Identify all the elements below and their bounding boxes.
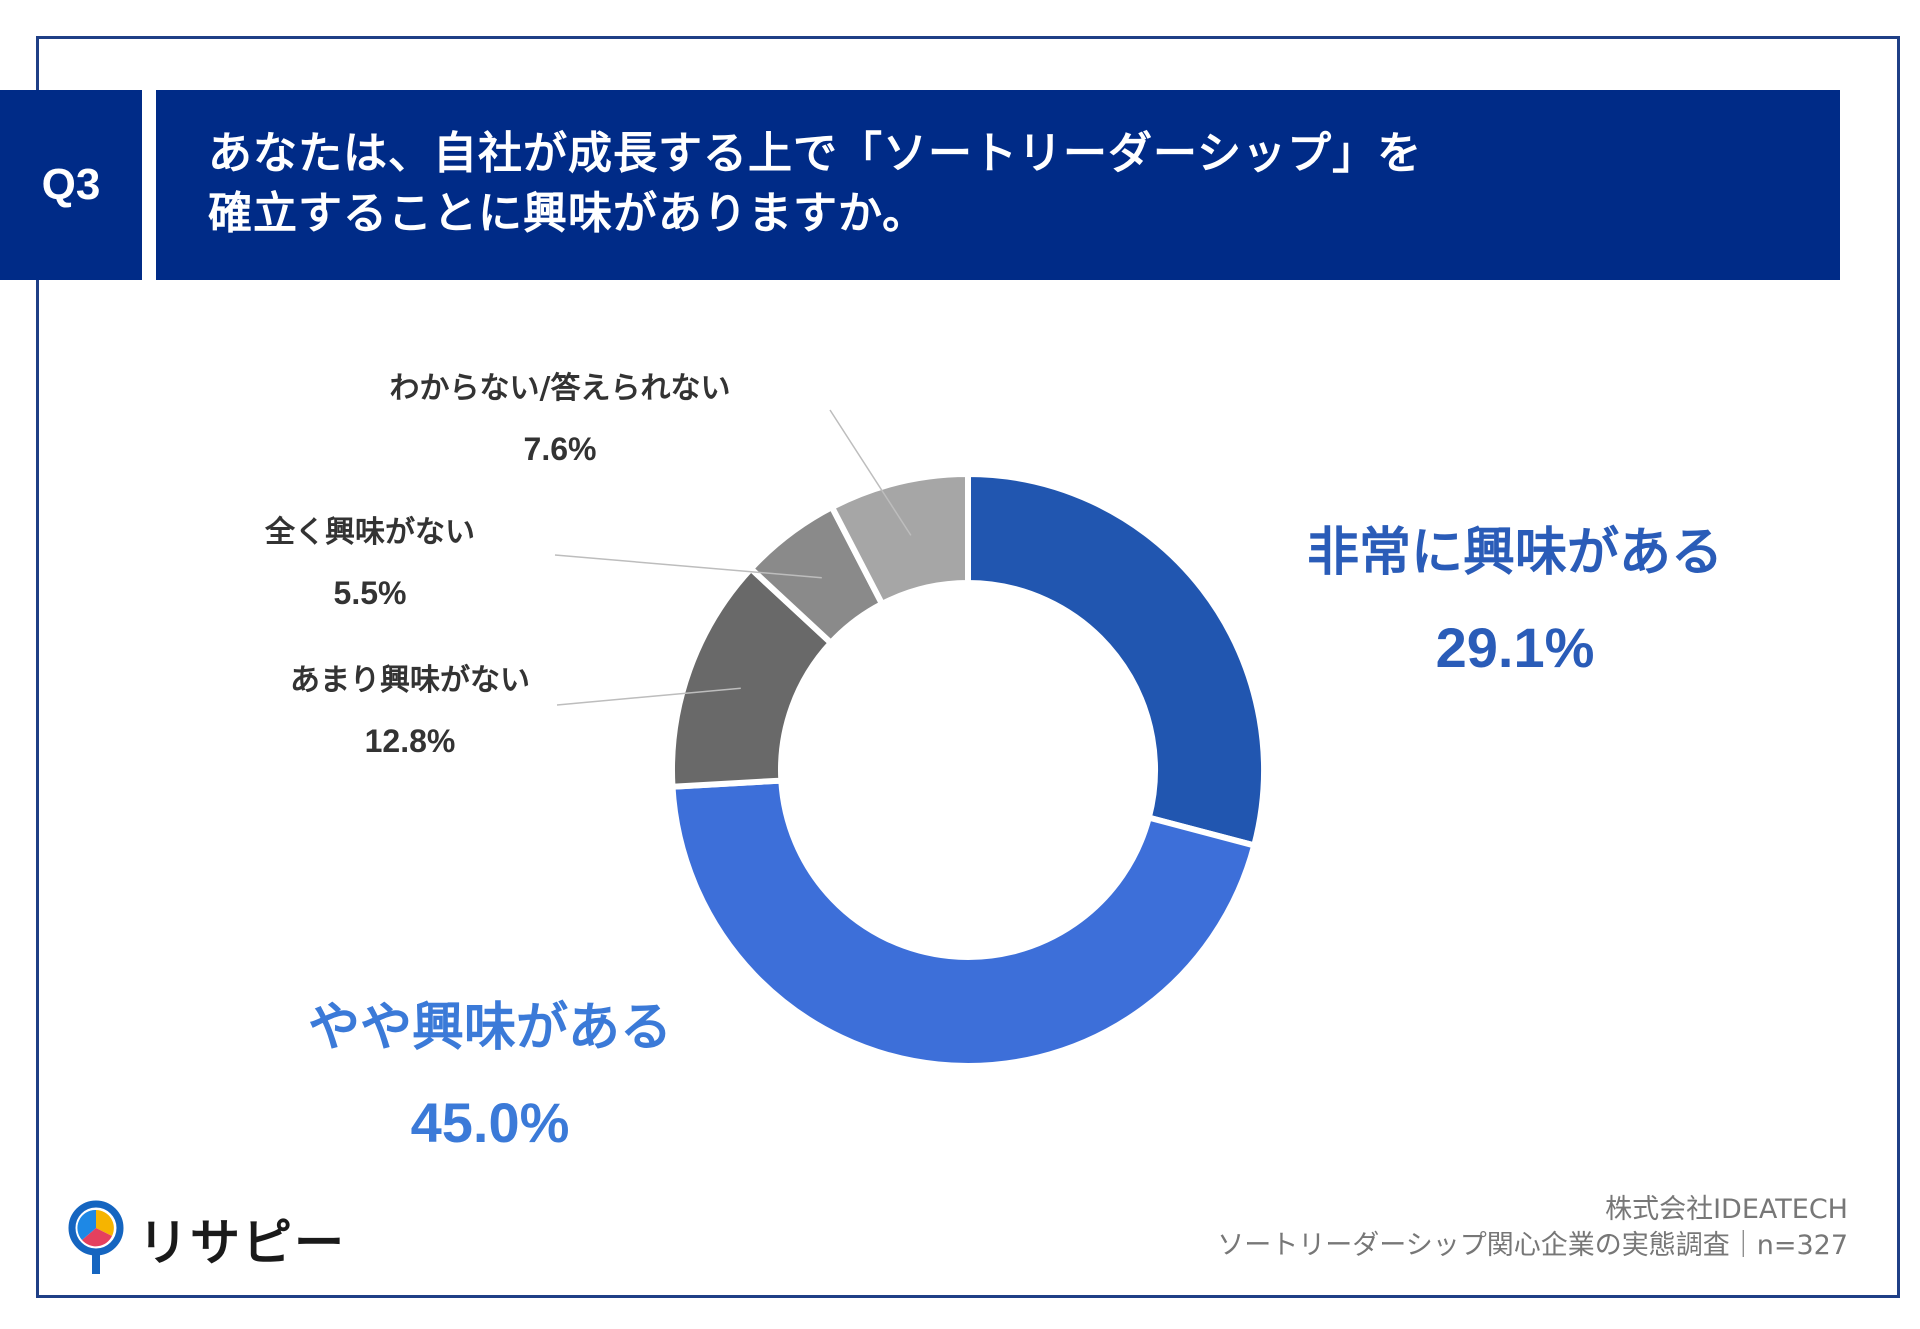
question-title-line-1: あなたは、自社が成長する上で「ソートリーダーシップ」を <box>208 128 1423 179</box>
source-note: 株式会社IDEATECH ソートリーダーシップ関心企業の実態調査｜n=327 <box>1217 1192 1848 1264</box>
slice-value-not-very-interested: 12.8% <box>364 723 456 759</box>
leader-line-dont-know <box>829 409 912 536</box>
question-title-bar: あなたは、自社が成長する上で「ソートリーダーシップ」を 確立することに興味があり… <box>156 90 1840 280</box>
slice-value-very-interested: 29.1% <box>1435 616 1595 679</box>
slice-dont-know <box>827 470 971 608</box>
slice-category-not-very-interested: あまり興味がない <box>290 663 530 698</box>
slice-category-somewhat-interested: やや興味がある <box>307 998 672 1058</box>
slice-somewhat-interested <box>669 777 1258 1069</box>
question-badge: Q3 <box>0 90 142 280</box>
leader-line-not-very-interested <box>556 687 741 706</box>
brand-logo: リサピー <box>68 1200 346 1278</box>
leader-line-not-interested <box>554 554 822 579</box>
slice-value-not-interested: 5.5% <box>333 575 407 611</box>
question-title-line-2: 確立することに興味がありますか。 <box>208 188 928 239</box>
slice-category-dont-know: わからない/答えられない <box>389 371 731 406</box>
slice-very-interested <box>965 470 1267 850</box>
slice-value-dont-know: 7.6% <box>523 431 597 467</box>
brand-logo-text: リサピー <box>138 1214 346 1272</box>
slice-value-somewhat-interested: 45.0% <box>410 1091 570 1154</box>
slice-label-somewhat-interested: やや興味がある 45.0% <box>240 985 740 1155</box>
slice-label-dont-know: わからない/答えられない 7.6% <box>340 363 780 468</box>
source-survey: ソートリーダーシップ関心企業の実態調査｜n=327 <box>1217 1230 1848 1261</box>
figure-frame <box>36 36 1900 1298</box>
slice-label-not-interested: 全く興味がない 5.5% <box>220 507 520 612</box>
slice-label-very-interested: 非常に興味がある 29.1% <box>1270 510 1760 680</box>
source-company: 株式会社IDEATECH <box>1605 1194 1848 1225</box>
pin-logo-icon <box>68 1200 124 1274</box>
slice-category-very-interested: 非常に興味がある <box>1306 523 1723 583</box>
slice-category-not-interested: 全く興味がない <box>265 515 475 550</box>
slice-label-not-very-interested: あまり興味がない 12.8% <box>255 655 565 760</box>
